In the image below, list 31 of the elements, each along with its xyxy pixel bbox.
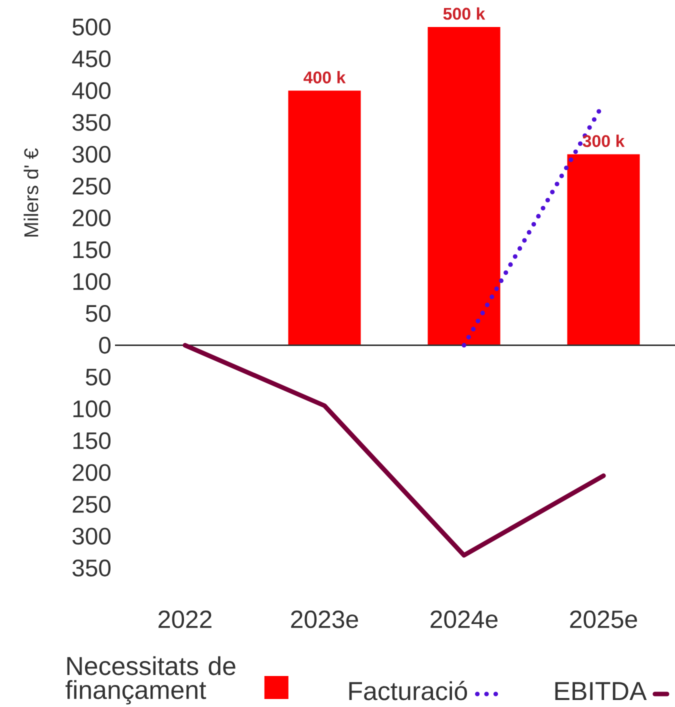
y-tick-label: 200: [72, 209, 111, 226]
x-tick-label: 2025e: [570, 610, 638, 628]
y-tick-label: 200: [72, 464, 111, 481]
data-label: 400 k: [304, 71, 346, 84]
y-tick-label: 400: [72, 82, 111, 100]
y-tick-label: 150: [73, 241, 111, 258]
y-tick-label: 500: [72, 18, 111, 36]
x-tick-label: 2022: [158, 610, 212, 628]
line-series: [182, 342, 606, 558]
y-tick-label: 300: [72, 528, 111, 545]
legend-label: Necessitats de finançament: [66, 656, 236, 704]
y-tick-label: 150: [73, 432, 111, 450]
y-tick-label: 350: [72, 560, 111, 576]
y-tick-label: 350: [72, 114, 111, 131]
bar: [288, 90, 361, 346]
y-tick-label: 50: [86, 304, 111, 322]
x-tick-label: 2024e: [430, 610, 498, 628]
y-tick-label: 300: [72, 146, 111, 163]
y-tick-label: 450: [72, 50, 111, 68]
y-tick-label: 100: [73, 400, 111, 418]
y-tick-label: 100: [73, 273, 111, 290]
data-label: 500 k: [443, 7, 486, 20]
y-tick-label: 50: [86, 368, 111, 386]
x-tick-label: 2023e: [291, 610, 358, 628]
y-tick-label: 0: [99, 336, 111, 354]
y-tick-label: 250: [72, 496, 111, 513]
legend-label: Facturació: [349, 680, 468, 700]
y-tick-label: 250: [72, 178, 111, 195]
data-label: 300 k: [582, 134, 625, 148]
y-axis-title: Milers d' €: [24, 148, 38, 237]
legend-label: EBITDA: [555, 682, 647, 700]
